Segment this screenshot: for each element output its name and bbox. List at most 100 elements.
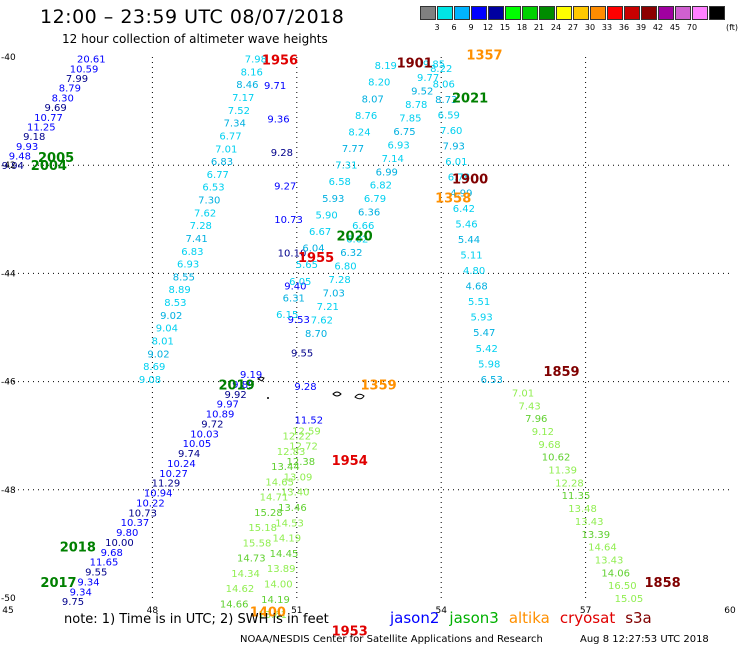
swh-value: 12.59 <box>292 426 321 437</box>
swh-value: 9.18 <box>23 132 45 143</box>
swh-value: 6.83 <box>211 157 233 168</box>
swh-value: 9.12 <box>532 427 554 438</box>
swh-value: 5.93 <box>322 194 344 205</box>
swh-value: 9.48 <box>9 152 31 163</box>
pass-time-label: 1956 <box>262 54 298 69</box>
swh-value: 10.05 <box>183 439 212 450</box>
swh-value: 5.44 <box>458 235 480 246</box>
swh-value: 14.66 <box>220 599 249 610</box>
swh-value: 6.79 <box>364 194 386 205</box>
swh-value: 6.82 <box>370 181 392 192</box>
swh-value: 14.71 <box>260 493 289 504</box>
page-subtitle: 12 hour collection of altimeter wave hei… <box>62 32 328 46</box>
swh-value: 9.77 <box>417 73 439 84</box>
swh-value: 8.06 <box>433 79 455 90</box>
swh-value: 12.22 <box>282 432 311 443</box>
pass-time-label: 2005 <box>38 151 74 166</box>
swh-value: 9.55 <box>291 349 313 360</box>
swh-value: 7.99 <box>66 74 88 85</box>
lat-tick-label: -40 <box>1 53 16 63</box>
swh-value: 14.06 <box>601 568 630 579</box>
swh-value: 7.60 <box>440 126 462 137</box>
swh-value: 5.65 <box>296 260 318 271</box>
legend-swatch <box>522 6 538 20</box>
swh-value: 8.78 <box>405 100 427 111</box>
satellite-cryosat: cryosat <box>559 609 616 627</box>
swh-value: 5.47 <box>473 328 495 339</box>
legend-swatch <box>556 6 572 20</box>
legend-swatch <box>607 6 623 20</box>
swh-value: 8.70 <box>305 329 327 340</box>
legend-label: 24 <box>550 23 562 32</box>
swh-value: 10.10 <box>278 248 307 259</box>
lat-tick-label: -50 <box>1 594 16 604</box>
swh-value: 10.24 <box>167 459 196 470</box>
island-outlines <box>257 376 365 400</box>
pass-time-label: 1901 <box>397 56 433 71</box>
legend-label: 39 <box>635 23 647 32</box>
pass-time-label: 2018 <box>60 541 96 556</box>
swh-value: 7.52 <box>228 106 250 117</box>
swh-value: 6.59 <box>438 111 460 122</box>
lat-tick-label: -48 <box>1 486 16 496</box>
swh-value: 9.04 <box>156 324 178 335</box>
swh-value: 11.65 <box>90 558 119 569</box>
swh-value: 14.53 <box>275 518 304 529</box>
legend-swatch <box>641 6 657 20</box>
swh-value: 7.30 <box>198 196 220 207</box>
swh-value: 9.55 <box>85 568 107 579</box>
swh-value: 9.34 <box>77 578 99 589</box>
pass-time-label: 2019 <box>219 378 255 393</box>
swh-value: 8.01 <box>152 337 174 348</box>
swh-value: 8.16 <box>241 67 263 78</box>
pass-time-label: 1900 <box>452 173 488 188</box>
swh-value: 6.01 <box>445 157 467 168</box>
swh-value: 5.51 <box>468 297 490 308</box>
legend-swatch <box>573 6 589 20</box>
swh-value: 7.17 <box>232 93 254 104</box>
lon-tick-label: 48 <box>147 606 159 616</box>
swh-value: 4.99 <box>450 188 472 199</box>
swh-value: 6.83 <box>181 247 203 258</box>
legend-label: 27 <box>567 23 579 32</box>
swh-value: 10.94 <box>144 489 173 500</box>
swh-value: 11.29 <box>152 479 181 490</box>
island-crozet-4 <box>267 397 269 399</box>
swh-value: 6.31 <box>283 293 305 304</box>
swh-value: 9.28 <box>271 148 293 159</box>
swh-value: 6.36 <box>358 208 380 219</box>
track-values: 20.6110.597.998.798.309.6910.7711.259.18… <box>2 55 644 622</box>
swh-value: 6.53 <box>202 183 224 194</box>
swh-value: 9.71 <box>264 81 286 92</box>
island-crozet-2 <box>332 391 342 397</box>
swh-value: 9.89 <box>232 380 254 391</box>
legend-swatch <box>658 6 674 20</box>
pass-time-label: 1357 <box>466 48 502 63</box>
pass-time-label: 1400 <box>250 606 286 621</box>
swh-value: 9.52 <box>411 86 433 97</box>
swh-value: 20.61 <box>77 55 106 66</box>
legend-swatch <box>420 6 436 20</box>
swh-value: 9.97 <box>217 400 239 411</box>
swh-value: 9.75 <box>62 597 84 608</box>
swh-value: 14.19 <box>272 534 301 545</box>
swh-value: 6.93 <box>177 260 199 271</box>
swh-value: 13.43 <box>575 517 604 528</box>
swh-value: 7.93 <box>443 142 465 153</box>
legend-swatch <box>709 6 725 20</box>
lon-tick-label: 51 <box>291 606 302 616</box>
swh-value: 9.85 <box>423 60 445 71</box>
swh-value: 8.79 <box>59 84 81 95</box>
swh-value: 11.52 <box>294 416 323 427</box>
swh-value: 15.18 <box>248 523 277 534</box>
swh-value: 9.53 <box>288 315 310 326</box>
swh-value: 6.77 <box>219 132 241 143</box>
swh-value: 12.72 <box>289 442 318 453</box>
lon-tick-label: 45 <box>2 606 13 616</box>
swh-value: 9.72 <box>201 419 223 430</box>
swh-value: 13.40 <box>281 488 310 499</box>
swh-value: 13.43 <box>595 556 624 567</box>
swh-value: 10.89 <box>206 410 235 421</box>
swh-value: 11.25 <box>27 122 56 133</box>
lon-tick-label: 54 <box>435 606 447 616</box>
